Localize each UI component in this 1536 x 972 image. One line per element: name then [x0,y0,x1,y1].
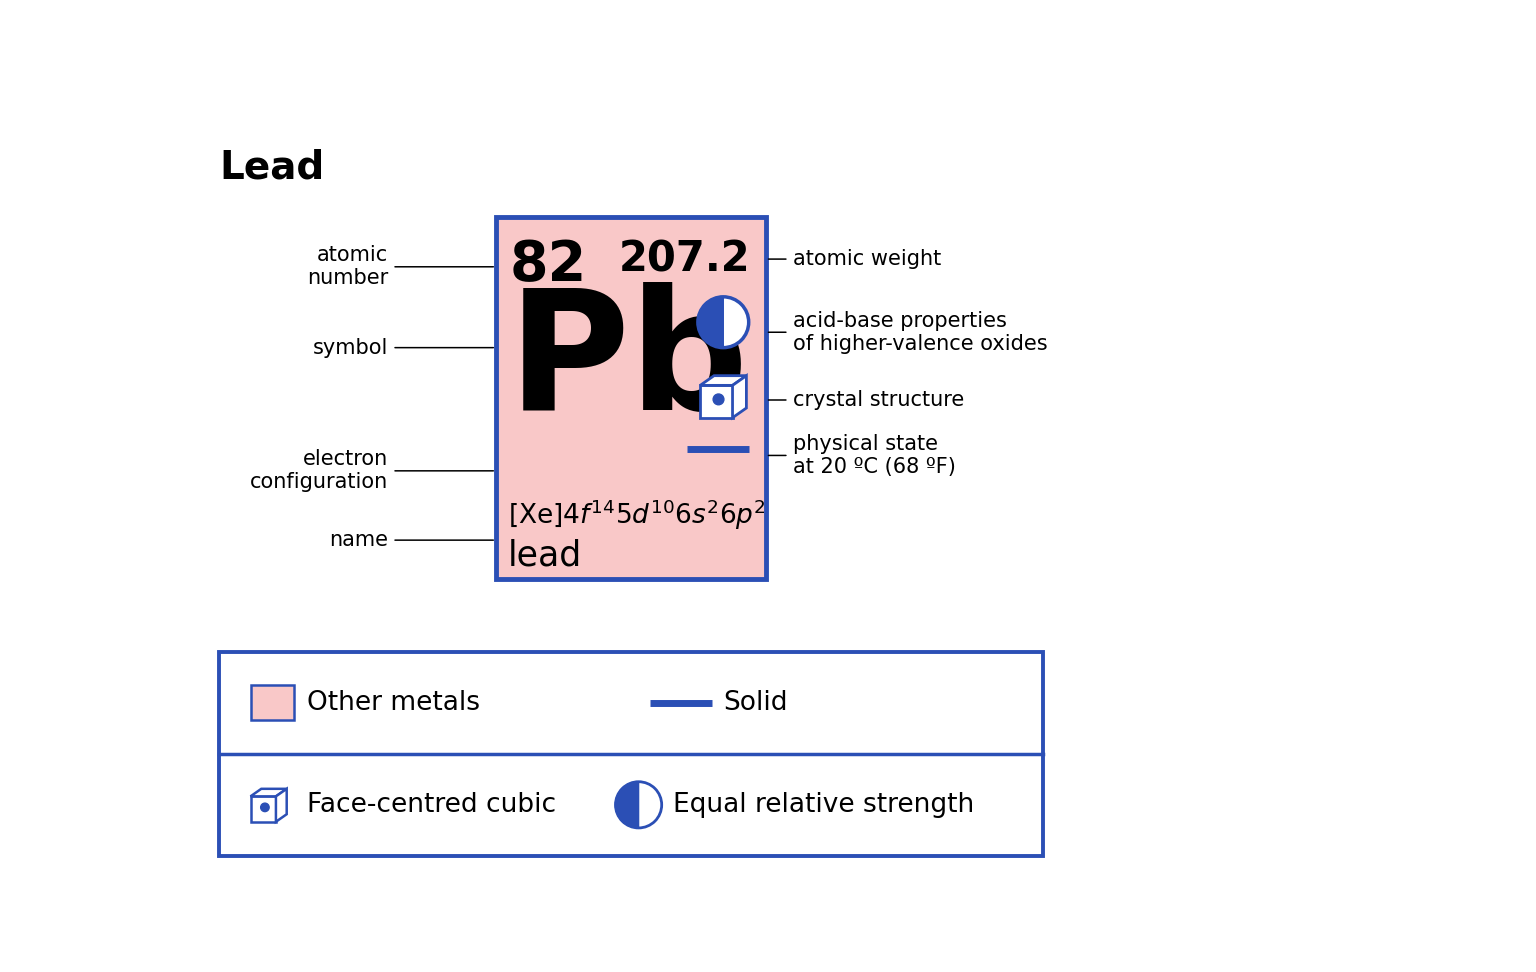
Text: Solid: Solid [723,690,788,715]
Text: 82: 82 [510,238,587,293]
Polygon shape [276,789,287,821]
Polygon shape [250,796,276,821]
Text: symbol: symbol [313,337,389,358]
Text: 207.2: 207.2 [619,238,750,280]
Polygon shape [733,375,746,418]
Text: Equal relative strength: Equal relative strength [673,792,974,817]
Polygon shape [700,385,733,418]
FancyBboxPatch shape [220,652,1043,855]
Text: Lead: Lead [220,149,324,187]
Polygon shape [616,781,639,828]
Text: Other metals: Other metals [307,690,481,715]
Text: lead: lead [508,538,582,573]
Text: physical state
at 20 ºC (68 ºF): physical state at 20 ºC (68 ºF) [793,434,955,477]
Circle shape [261,803,269,812]
Text: atomic weight: atomic weight [793,249,942,269]
Circle shape [713,394,723,404]
Text: name: name [329,530,389,550]
Text: acid-base properties
of higher-valence oxides: acid-base properties of higher-valence o… [793,311,1048,354]
Circle shape [697,296,748,348]
Polygon shape [697,296,723,348]
Text: crystal structure: crystal structure [793,390,965,410]
Text: Pb: Pb [508,282,750,445]
Text: $\mathrm{[Xe]4}f^{14}\mathrm{5}d^{10}\mathrm{6}s^{2}\mathrm{6}p^{2}$: $\mathrm{[Xe]4}f^{14}\mathrm{5}d^{10}\ma… [508,498,765,533]
Circle shape [616,781,662,828]
Polygon shape [700,375,746,385]
Text: electron
configuration: electron configuration [250,449,389,493]
Polygon shape [250,789,287,796]
Text: atomic
number: atomic number [307,245,389,289]
FancyBboxPatch shape [496,217,765,578]
Bar [252,685,293,720]
Text: Face-centred cubic: Face-centred cubic [307,792,556,817]
